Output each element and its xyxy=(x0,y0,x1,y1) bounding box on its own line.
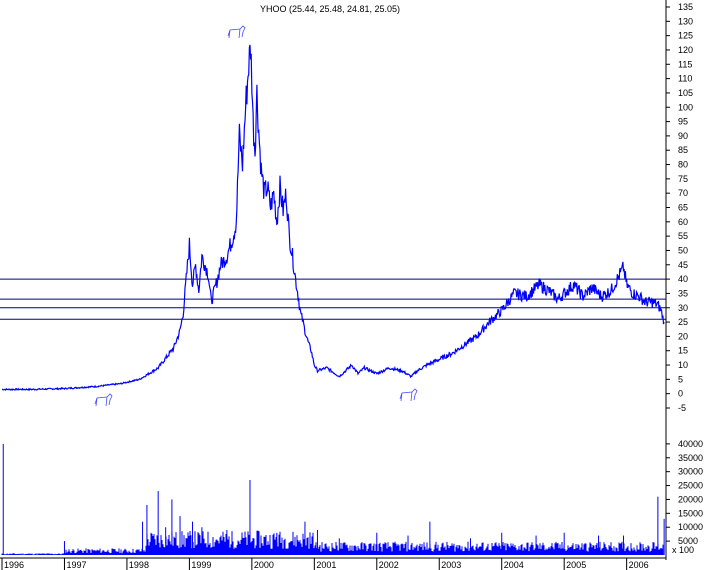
time-axis-ticks: 1996 1997 1998 1999 2000 2001 2002 2003 2004 2005… xyxy=(1,558,649,570)
time-tick-label: 2006 xyxy=(629,560,649,570)
price-tick-label: 35 xyxy=(678,288,688,298)
price-tick-label: 100 xyxy=(678,102,693,112)
price-tick-label: 105 xyxy=(678,88,693,98)
price-tick-label: 75 xyxy=(678,174,688,184)
price-series xyxy=(1,44,665,391)
price-tick-label: 120 xyxy=(678,45,693,55)
time-tick-label: 2000 xyxy=(254,560,274,570)
price-line xyxy=(1,44,665,391)
volume-tick-label: 20000 xyxy=(678,494,703,504)
bear-annotation-icon xyxy=(94,393,113,407)
price-tick-label: 135 xyxy=(678,2,693,12)
bull-annotation-icon xyxy=(227,25,246,39)
time-tick-label: 1996 xyxy=(4,560,24,570)
time-tick-label: 1998 xyxy=(129,560,149,570)
price-tick-label: 25 xyxy=(678,317,688,327)
time-tick-label: 1997 xyxy=(66,560,86,570)
price-tick-label: 5 xyxy=(678,374,683,384)
time-tick-label: 2004 xyxy=(504,560,524,570)
price-tick-label: 125 xyxy=(678,31,693,41)
volume-tick-label: 40000 xyxy=(678,439,703,449)
time-tick-label: 2003 xyxy=(441,560,461,570)
price-tick-label: 45 xyxy=(678,260,688,270)
volume-tick-label: 15000 xyxy=(678,508,703,518)
price-tick-label: 15 xyxy=(678,346,688,356)
chart-title: YHOO (25.44, 25.48, 24.81, 25.05) xyxy=(260,4,400,14)
price-tick-label: 60 xyxy=(678,217,688,227)
volume-unit-label: x 100 xyxy=(672,545,694,555)
time-tick-label: 2005 xyxy=(566,560,586,570)
bear-annotation-icon xyxy=(399,388,418,402)
price-tick-label: 55 xyxy=(678,231,688,241)
price-tick-label: -5 xyxy=(678,403,686,413)
time-tick-label: 2001 xyxy=(316,560,336,570)
price-tick-label: 115 xyxy=(678,59,692,69)
time-tick-label: 1999 xyxy=(191,560,211,570)
axes xyxy=(0,0,667,560)
price-tick-label: 85 xyxy=(678,145,688,155)
price-tick-label: 0 xyxy=(678,389,683,399)
price-tick-label: 40 xyxy=(678,274,688,284)
price-tick-label: 90 xyxy=(678,131,688,141)
price-tick-label: 10 xyxy=(678,360,688,370)
price-tick-label: 65 xyxy=(678,203,688,213)
volume-tick-label: 5000 xyxy=(678,536,698,546)
price-tick-label: 80 xyxy=(678,160,688,170)
horizontal-reference-lines xyxy=(0,278,666,320)
price-tick-label: 50 xyxy=(678,245,688,255)
volume-axis-ticks: 5000 10000 15000 20000 25000 30000 35000 40000 x… xyxy=(666,439,703,555)
annotations xyxy=(94,25,418,407)
volume-tick-label: 25000 xyxy=(678,481,703,491)
volume-tick-label: 10000 xyxy=(678,522,703,532)
volume-tick-label: 30000 xyxy=(678,467,703,477)
price-tick-label: 110 xyxy=(678,74,692,84)
price-tick-label: 130 xyxy=(678,16,693,26)
price-tick-label: 95 xyxy=(678,117,688,127)
volume-tick-label: 35000 xyxy=(678,453,703,463)
price-axis-ticks: -5 0 5 10 15 20 25 30 35 40 45 50 55 60 65 70 75 80 85 90 95… xyxy=(666,2,693,413)
price-tick-label: 70 xyxy=(678,188,688,198)
price-tick-label: 30 xyxy=(678,303,688,313)
price-tick-label: 20 xyxy=(678,331,688,341)
volume-series xyxy=(1,443,665,555)
time-tick-label: 2002 xyxy=(379,560,399,570)
